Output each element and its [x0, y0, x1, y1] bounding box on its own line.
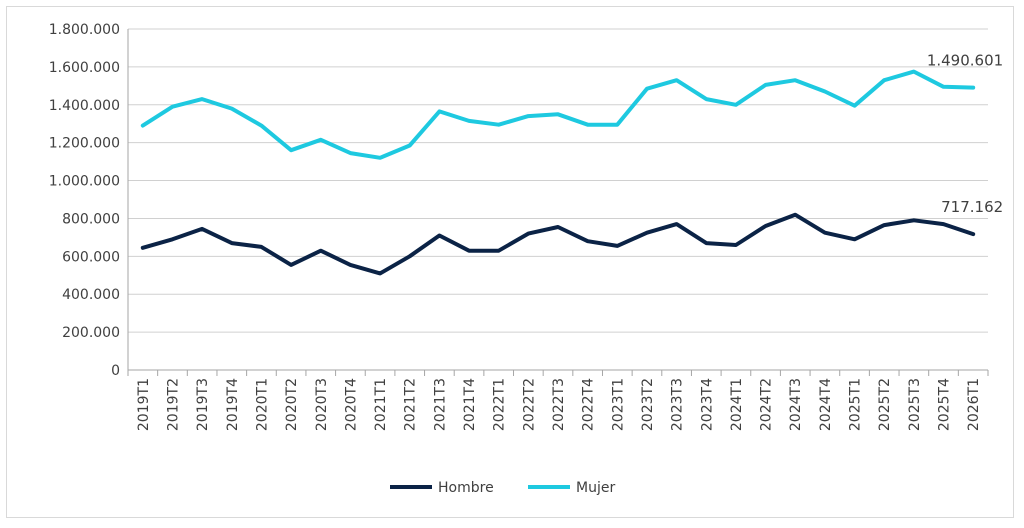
x-tick-label: 2019T2 — [165, 378, 181, 431]
x-tick-label: 2022T1 — [492, 378, 508, 431]
y-tick-label: 0 — [111, 363, 120, 379]
series-line-hombre — [140, 212, 976, 276]
x-tick-label: 2021T2 — [403, 378, 419, 431]
y-tick-label: 1.000.000 — [49, 174, 120, 190]
y-tick-label: 200.000 — [62, 325, 120, 341]
x-tick-label: 2023T4 — [699, 378, 715, 431]
x-tick-label: 2025T3 — [907, 378, 923, 431]
y-tick-label: 1.600.000 — [49, 60, 120, 76]
x-tick-label: 2023T1 — [610, 378, 626, 431]
x-tick-label: 2024T1 — [729, 378, 745, 431]
y-tick-label: 1.800.000 — [49, 22, 120, 38]
y-tick-label: 1.200.000 — [49, 136, 120, 152]
x-tick-label: 2025T1 — [848, 378, 864, 431]
legend-label-mujer: Mujer — [576, 480, 615, 496]
x-tick-label: 2019T3 — [195, 378, 211, 431]
data-label-mujer: 1.490.601 — [927, 52, 1003, 70]
x-tick-label: 2020T4 — [343, 378, 359, 431]
series-line-mujer — [140, 69, 976, 160]
x-tick-label: 2023T2 — [640, 378, 656, 431]
y-tick-label: 600.000 — [62, 249, 120, 265]
gridlines — [128, 28, 988, 333]
x-tick-label: 2022T4 — [581, 378, 597, 431]
y-tick-label: 800.000 — [62, 211, 120, 227]
x-tick-label: 2026T1 — [966, 378, 982, 431]
axes — [127, 29, 989, 376]
x-tick-label: 2019T4 — [225, 378, 241, 431]
y-tick-label: 1.400.000 — [49, 98, 120, 114]
x-tick-label: 2022T2 — [521, 378, 537, 431]
legend-label-hombre: Hombre — [438, 480, 494, 496]
x-tick-label: 2024T3 — [788, 378, 804, 431]
y-tick-label: 400.000 — [62, 287, 120, 303]
x-tick-label: 2024T2 — [759, 378, 775, 431]
data-label-hombre: 717.162 — [941, 198, 1003, 216]
x-tick-label: 2025T4 — [937, 378, 953, 431]
x-tick-label: 2021T1 — [373, 378, 389, 431]
x-tick-label: 2023T3 — [670, 378, 686, 431]
x-tick-label: 2021T4 — [462, 378, 478, 431]
x-tick-label: 2022T3 — [551, 378, 567, 431]
x-tick-label: 2025T2 — [877, 378, 893, 431]
y-tick-labels: 0 200.000 400.000 600.000 800.000 1.000.000 1.… — [49, 22, 120, 379]
x-tick-label: 2020T3 — [314, 378, 330, 431]
annotations: 1.490.601 717.162 — [927, 52, 1003, 217]
x-tick-label: 2020T1 — [254, 378, 270, 431]
x-tick-label: 2024T4 — [818, 378, 834, 431]
legend: Hombre Mujer — [390, 480, 615, 496]
x-tick-label: 2020T2 — [284, 378, 300, 431]
chart-frame — [6, 6, 1014, 518]
series-lines — [140, 69, 976, 276]
x-tick-label: 2019T1 — [136, 378, 152, 431]
x-tick-labels: 2019T1 2019T2 2019T3 2019T4 2020T1 2020T2 2020… — [136, 378, 982, 431]
x-tick-label: 2021T3 — [432, 378, 448, 431]
